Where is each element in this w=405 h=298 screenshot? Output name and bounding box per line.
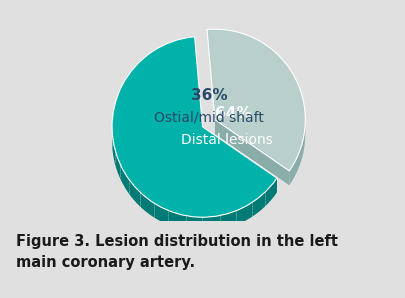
Text: Ostial/mid shaft: Ostial/mid shaft bbox=[154, 110, 264, 124]
Wedge shape bbox=[207, 29, 305, 171]
Text: 36%: 36% bbox=[191, 88, 228, 103]
Text: Figure 3. Lesion distribution in the left
main coronary artery.: Figure 3. Lesion distribution in the lef… bbox=[16, 235, 338, 270]
Polygon shape bbox=[215, 119, 289, 185]
Polygon shape bbox=[202, 127, 277, 193]
Text: Distal lesions: Distal lesions bbox=[181, 133, 273, 147]
Text: 64%: 64% bbox=[215, 106, 252, 121]
Polygon shape bbox=[112, 131, 277, 232]
Wedge shape bbox=[112, 37, 277, 217]
Polygon shape bbox=[289, 120, 305, 185]
